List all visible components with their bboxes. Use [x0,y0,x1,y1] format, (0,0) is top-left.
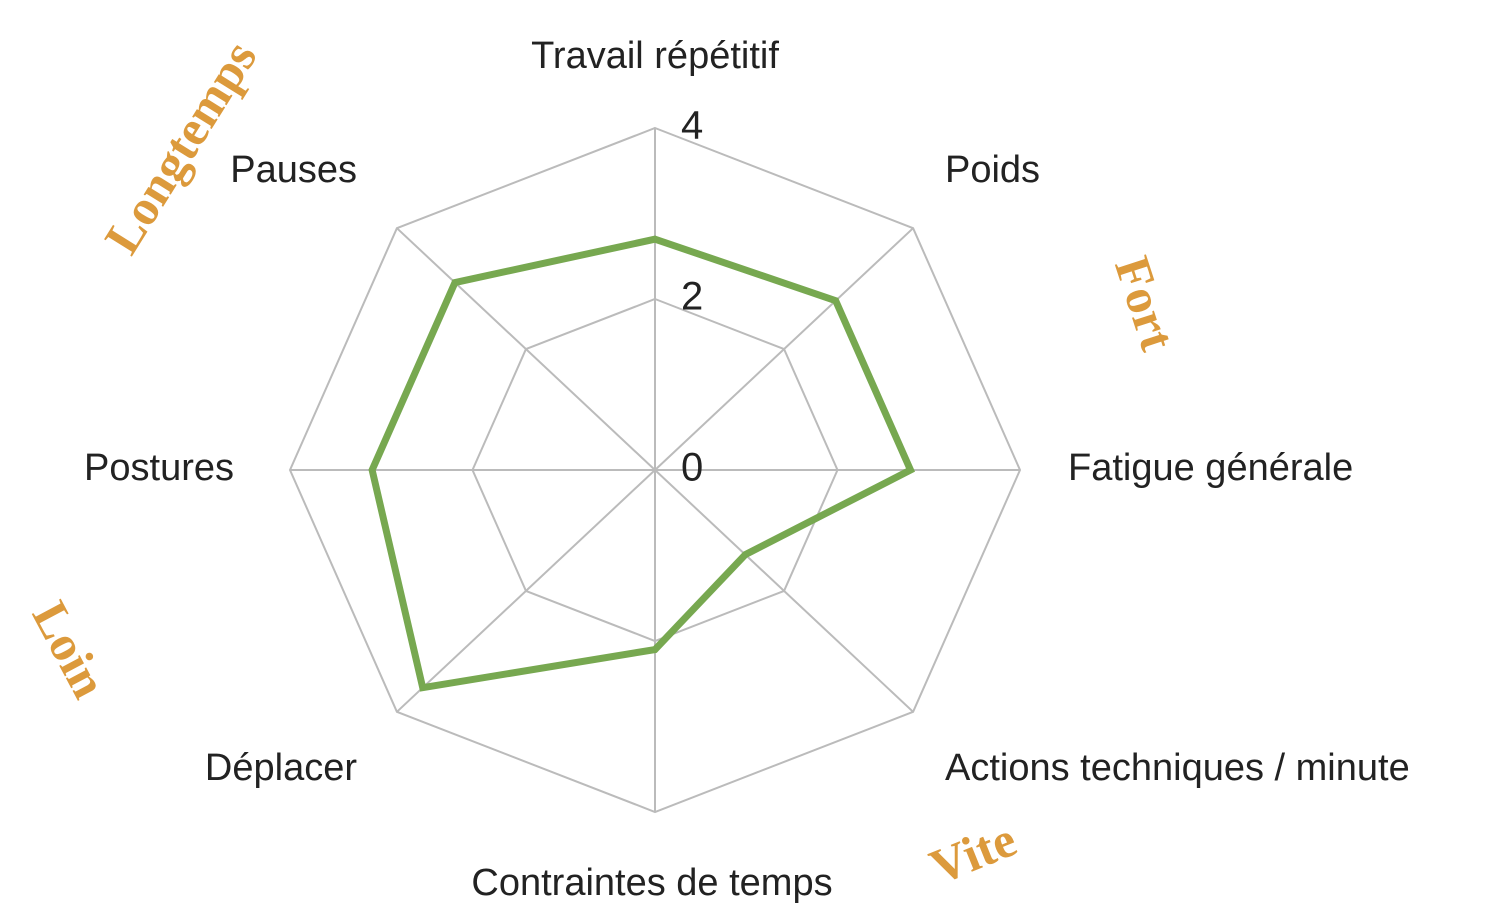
category-label: Pauses [230,149,357,191]
category-label: Poids [945,149,1040,191]
category-label: Actions techniques / minute [945,747,1410,789]
category-label: Déplacer [205,747,357,789]
category-label: Travail répétitif [531,35,779,77]
category-label: Contraintes de temps [471,862,832,904]
category-label: Postures [84,447,234,489]
y-tick-label: 2 [681,275,703,319]
annotation: Fort [1104,250,1187,357]
y-tick-label: 4 [681,104,703,148]
annotation: Vite [922,811,1024,896]
annotation: Longtemps [93,31,267,263]
annotation: Loin [22,592,119,707]
grid-ring [471,297,839,643]
grid-ring [288,126,1022,814]
series-line [368,235,916,692]
y-tick-label: 0 [681,446,703,490]
category-label: Fatigue générale [1068,447,1353,489]
